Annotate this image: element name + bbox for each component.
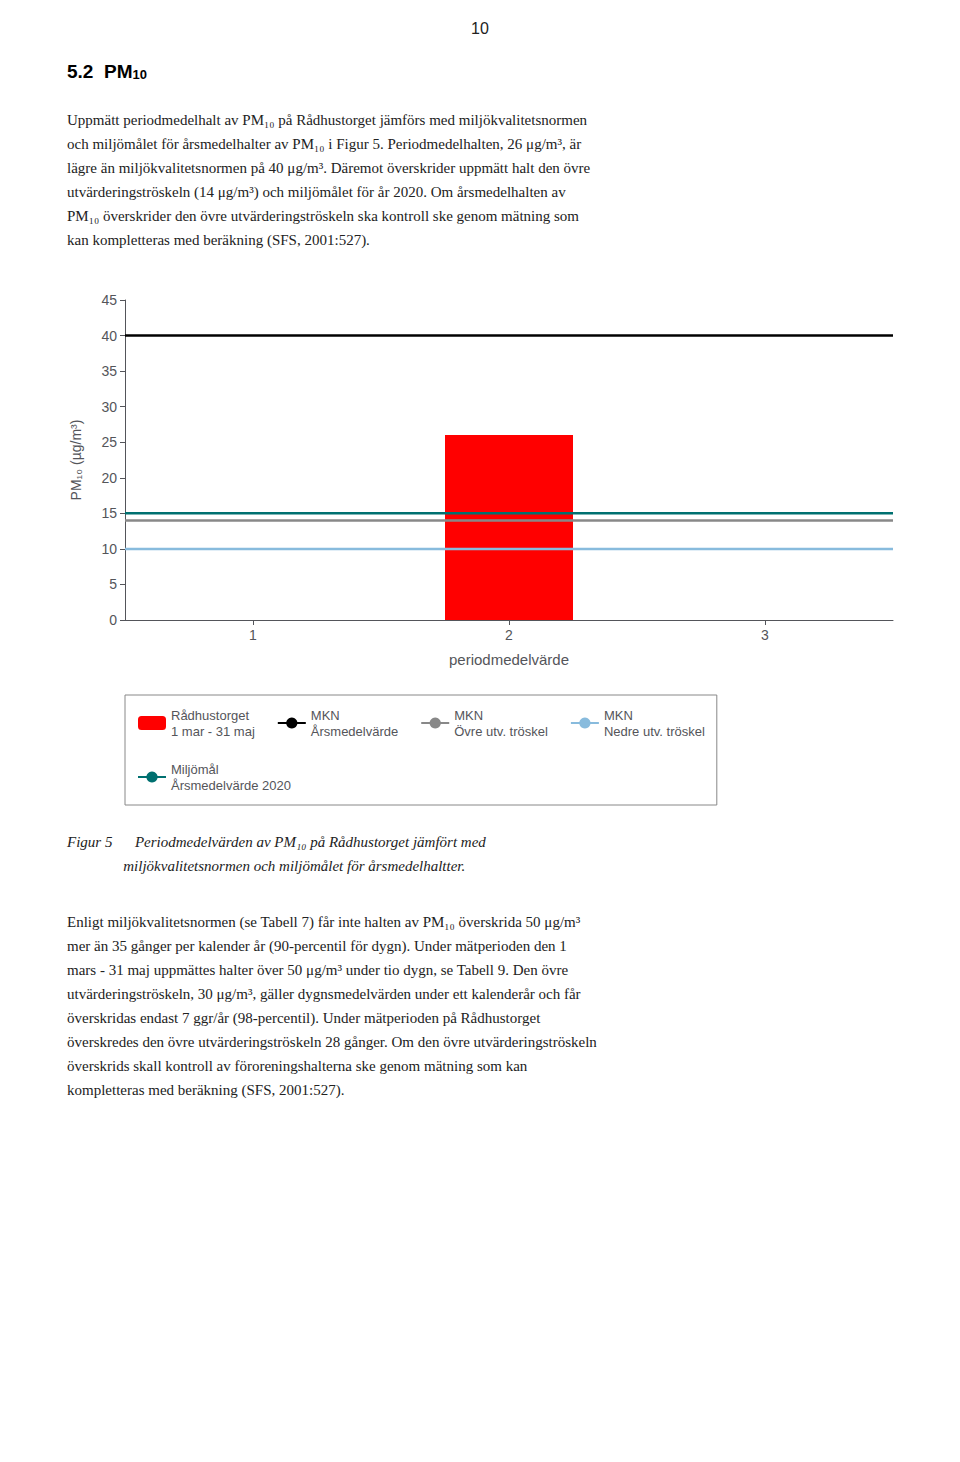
svg-text:5: 5 [109, 576, 117, 592]
svg-text:Nedre utv. tröskel: Nedre utv. tröskel [604, 724, 705, 739]
svg-text:mars - 31 maj uppmättes halter: mars - 31 maj uppmättes halter över 50 μ… [67, 962, 568, 978]
svg-text:30: 30 [101, 399, 117, 415]
svg-text:Miljömål: Miljömål [171, 762, 219, 777]
svg-text:utvärderingströskeln, 30 μg/m³: utvärderingströskeln, 30 μg/m³, gäller d… [67, 986, 581, 1002]
svg-text:Rådhustorget: Rådhustorget [171, 708, 249, 723]
svg-text:periodmedelvärde: periodmedelvärde [449, 651, 569, 668]
svg-text:miljökvalitetsnormen och miljö: miljökvalitetsnormen och miljömålet för … [67, 858, 465, 874]
svg-text:MKN: MKN [311, 708, 340, 723]
svg-text:och miljömålet för årsmedelhal: och miljömålet för årsmedelhalter av PM₁… [67, 136, 581, 152]
svg-text:1: 1 [249, 627, 257, 643]
svg-text:överskredes den övre utvärderi: överskredes den övre utvärderingströskel… [67, 1034, 597, 1050]
svg-text:Övre utv. tröskel: Övre utv. tröskel [454, 724, 548, 739]
svg-text:10: 10 [101, 541, 117, 557]
svg-text:Uppmätt periodmedelhalt av PM₁: Uppmätt periodmedelhalt av PM₁₀ på Rådhu… [67, 112, 588, 128]
svg-text:kan kompletteras med beräkning: kan kompletteras med beräkning (SFS, 200… [67, 232, 370, 249]
svg-text:25: 25 [101, 434, 117, 450]
svg-text:2: 2 [505, 627, 513, 643]
svg-text:45: 45 [101, 292, 117, 308]
svg-text:mer än 35 gånger per kalender: mer än 35 gånger per kalender år (90-per… [67, 938, 567, 955]
svg-text:35: 35 [101, 363, 117, 379]
svg-text:15: 15 [101, 505, 117, 521]
svg-text:Årsmedelvärde: Årsmedelvärde [311, 724, 398, 739]
svg-text:Figur 5 Periodmedelvärden: Figur 5 Periodmedelvärden av PM₁₀ på Råd… [66, 834, 486, 850]
svg-text:PM₁₀ överskrider den övre utvä: PM₁₀ överskrider den övre utvärderingstr… [67, 208, 579, 224]
svg-text:5.2 PM: 5.2 PM [67, 61, 132, 82]
svg-text:20: 20 [101, 470, 117, 486]
svg-text:lägre än miljökvalitetsnormen: lägre än miljökvalitetsnormen på 40 μg/m… [67, 160, 591, 176]
svg-text:10: 10 [132, 67, 146, 82]
svg-text:40: 40 [101, 328, 117, 344]
svg-text:PM₁₀ (µg/m³): PM₁₀ (µg/m³) [68, 420, 84, 501]
svg-text:Årsmedelvärde 2020: Årsmedelvärde 2020 [171, 778, 291, 793]
svg-text:Enligt miljökvalitetsnormen (s: Enligt miljökvalitetsnormen (se Tabell 7… [67, 914, 581, 931]
svg-text:3: 3 [761, 627, 769, 643]
svg-text:10: 10 [471, 20, 489, 37]
svg-text:0: 0 [109, 612, 117, 628]
svg-text:MKN: MKN [604, 708, 633, 723]
svg-text:kompletteras med beräkning (SF: kompletteras med beräkning (SFS, 2001:52… [67, 1082, 344, 1099]
svg-text:överskrids skall kontroll av f: överskrids skall kontroll av förorenings… [67, 1058, 528, 1074]
svg-text:MKN: MKN [454, 708, 483, 723]
svg-text:överskridas endast 7 ggr/år (9: överskridas endast 7 ggr/år (98-percenti… [67, 1010, 541, 1027]
svg-text:1 mar - 31 maj: 1 mar - 31 maj [171, 724, 255, 739]
svg-text:utvärderingströskeln (14 μg/m³: utvärderingströskeln (14 μg/m³) och milj… [67, 184, 566, 201]
